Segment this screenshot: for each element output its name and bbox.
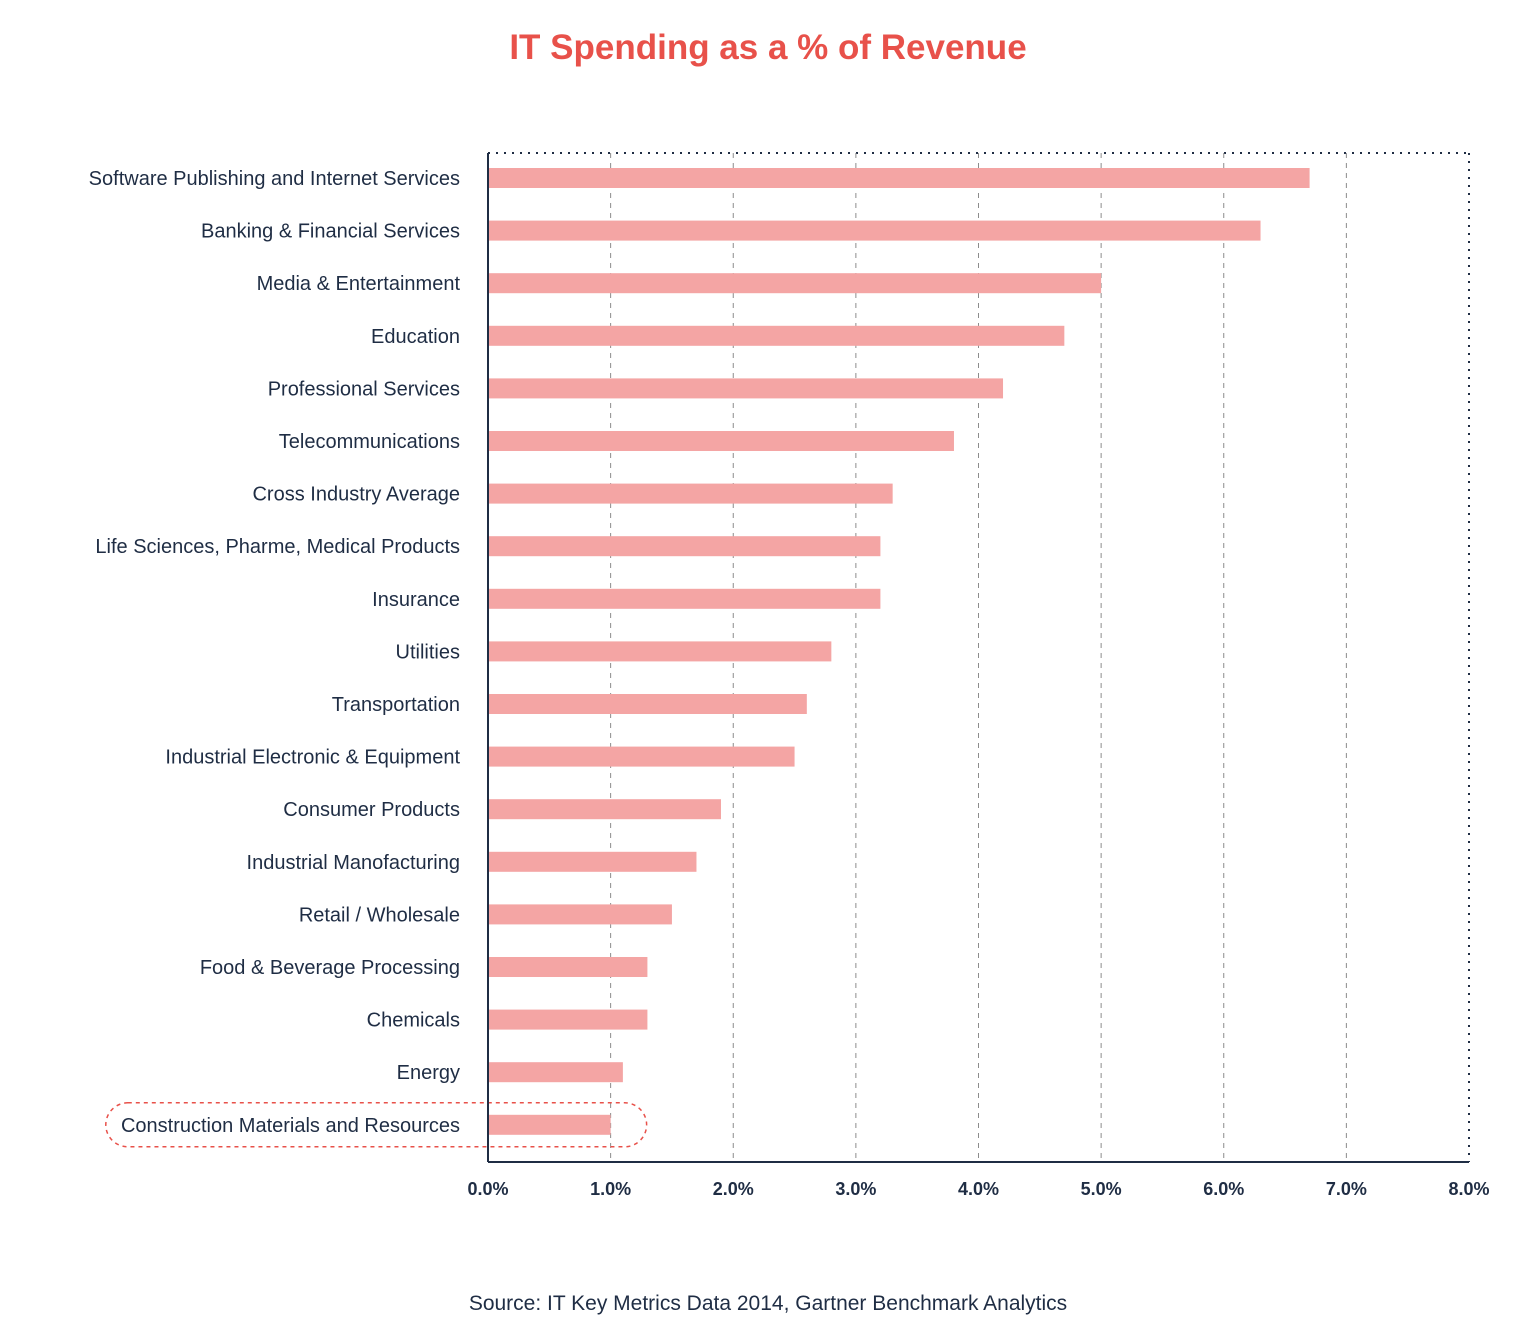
x-tick-label: 3.0% — [835, 1179, 876, 1199]
bar — [488, 851, 697, 872]
category-label: Industrial Manofacturing — [247, 852, 460, 874]
category-label: Transportation — [332, 694, 460, 716]
bar — [488, 483, 893, 504]
category-label: Education — [371, 326, 460, 348]
category-label: Chemicals — [367, 1010, 460, 1032]
highlight-outline — [105, 1102, 648, 1148]
category-label: Software Publishing and Internet Service… — [89, 168, 460, 190]
bar — [488, 799, 721, 820]
bar — [488, 746, 795, 767]
bar — [488, 273, 1102, 294]
x-tick-label: 7.0% — [1326, 1179, 1367, 1199]
category-label: Retail / Wholesale — [299, 904, 460, 926]
category-label: Banking & Financial Services — [201, 221, 460, 243]
bar — [488, 957, 648, 977]
bar — [488, 431, 954, 451]
bar — [488, 168, 1310, 188]
category-labels: Software Publishing and Internet Service… — [89, 168, 461, 1137]
category-label: Construction Materials and Resources — [121, 1115, 460, 1137]
x-tick-label: 6.0% — [1203, 1179, 1244, 1199]
bar — [488, 641, 832, 662]
tick-labels: 0.0% 1.0% 2.0% 3.0% 4.0% 5.0% 6.0% 7.0% 8.0% — [467, 1179, 1489, 1199]
bars-layer — [488, 168, 1310, 1135]
x-tick-label: 2.0% — [713, 1179, 754, 1199]
category-label: Insurance — [372, 589, 460, 611]
highlight-layer — [105, 1102, 648, 1148]
category-label: Cross Industry Average — [252, 484, 460, 506]
category-label: Industrial Electronic & Equipment — [165, 747, 460, 769]
category-label: Professional Services — [268, 378, 460, 400]
bar — [488, 588, 881, 609]
bar — [488, 378, 1004, 399]
bar — [488, 694, 807, 714]
bar — [488, 1009, 648, 1030]
category-label: Energy — [397, 1062, 460, 1084]
category-label: Utilities — [396, 641, 460, 663]
category-label: Consumer Products — [283, 799, 460, 821]
category-label: Life Sciences, Pharme, Medical Products — [95, 536, 460, 558]
x-tick-label: 4.0% — [958, 1179, 999, 1199]
x-tick-label: 5.0% — [1081, 1179, 1122, 1199]
axis-layer — [487, 153, 1469, 1163]
bar — [488, 325, 1065, 346]
bar — [488, 1062, 623, 1083]
bar — [488, 904, 672, 925]
bar — [488, 220, 1261, 241]
x-tick-label: 8.0% — [1448, 1179, 1489, 1199]
category-label: Food & Beverage Processing — [200, 957, 460, 979]
chart-title: IT Spending as a % of Revenue — [509, 28, 1027, 67]
x-tick-label: 0.0% — [467, 1179, 508, 1199]
source-note: Source: IT Key Metrics Data 2014, Gartne… — [468, 1292, 1068, 1315]
category-label: Media & Entertainment — [257, 273, 461, 295]
x-tick-label: 1.0% — [590, 1179, 631, 1199]
bar — [488, 536, 881, 557]
category-label: Telecommunications — [279, 431, 460, 453]
bar — [488, 1114, 611, 1135]
